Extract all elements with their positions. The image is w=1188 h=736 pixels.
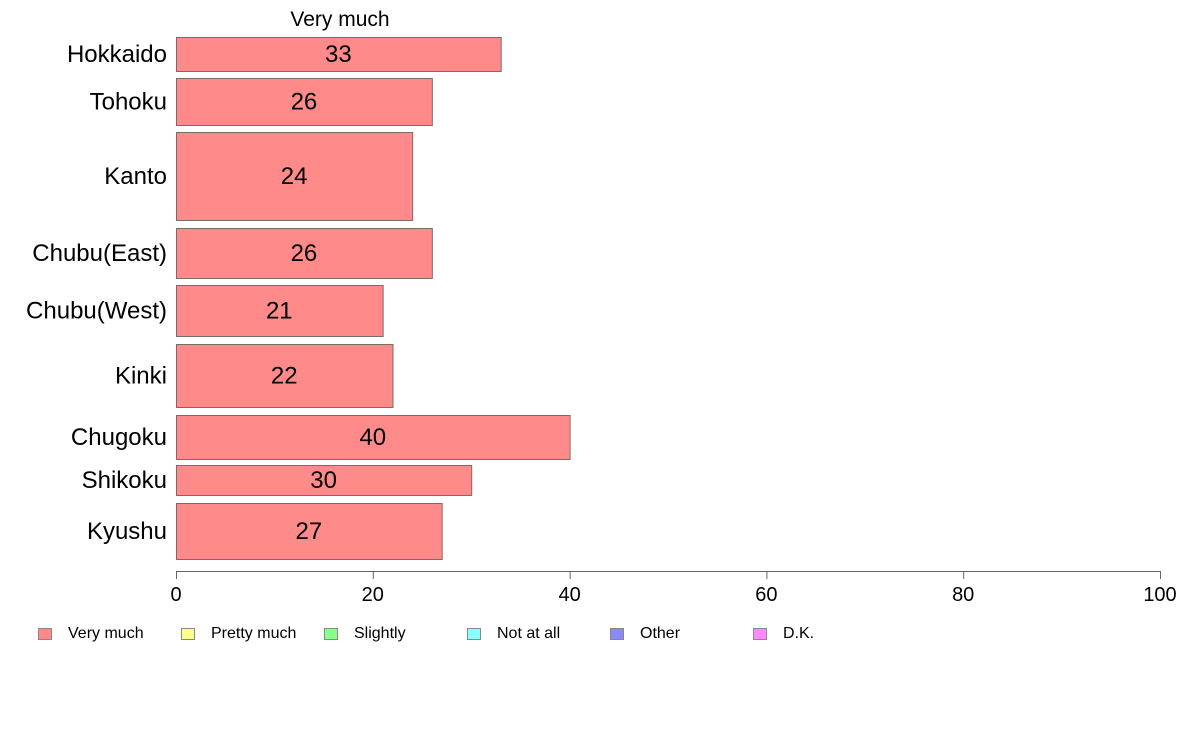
category-label: Chubu(West) [26, 298, 167, 325]
data-label: 27 [295, 518, 322, 545]
bar-kyushu [176, 503, 443, 560]
x-tick-label: 60 [755, 584, 777, 606]
category-label: Chubu(East) [32, 240, 167, 267]
data-label: 33 [325, 41, 352, 68]
bars-layer: 33 26 24 26 21 22 40 30 27 [176, 37, 571, 560]
data-label: 26 [291, 89, 318, 116]
legend-label: D.K. [783, 625, 815, 642]
x-tick-label: 80 [952, 584, 974, 606]
bar-kinki [176, 344, 394, 408]
bar-chubu-east- [176, 228, 433, 279]
category-label: Kinki [115, 363, 167, 390]
x-axis: 0 20 40 60 80 100 [170, 571, 1177, 606]
legend-swatch [324, 628, 338, 640]
legend-label: Pretty much [211, 625, 297, 642]
bar-tohoku [176, 78, 433, 126]
legend-swatch [610, 628, 624, 640]
legend-swatch [753, 628, 767, 640]
category-label: Kanto [104, 163, 167, 190]
category-label: Chugoku [71, 424, 167, 451]
bar-kanto [176, 132, 414, 221]
bar-hokkaido [176, 37, 502, 72]
legend-item: Slightly [324, 624, 406, 644]
bar-chart: Very much 33 26 24 26 21 22 40 30 27 Hokkaido Toh… [26, 8, 1177, 606]
x-tick-label: 40 [558, 584, 580, 606]
data-label: 26 [291, 240, 318, 267]
legend-swatch [181, 628, 195, 640]
legend-swatch [38, 628, 52, 640]
data-label: 22 [271, 363, 298, 390]
bar-chugoku [176, 415, 571, 460]
legend-label: Very much [68, 625, 144, 642]
x-tick-label: 20 [362, 584, 384, 606]
legend-item: Very much [38, 624, 144, 644]
x-tick-label: 100 [1143, 584, 1176, 606]
legend-label: Other [640, 625, 681, 642]
legend-item: Other [610, 624, 680, 644]
bar-chubu-west- [176, 285, 384, 337]
category-label: Hokkaido [67, 41, 167, 68]
category-label: Kyushu [87, 518, 167, 545]
data-label: 30 [310, 467, 337, 494]
legend-swatch [467, 628, 481, 640]
legend-item: Pretty much [181, 624, 296, 644]
data-label: 21 [266, 298, 293, 325]
chart-title: Very much [290, 8, 389, 31]
legend: Very much Pretty much Slightly Not at all Ot… [0, 624, 1188, 648]
category-label: Tohoku [90, 89, 167, 116]
category-labels: Hokkaido Tohoku Kanto Chubu(East) Chubu(West… [26, 41, 167, 545]
legend-item: Not at all [467, 624, 560, 644]
bar-shikoku [176, 465, 473, 496]
x-tick-label: 0 [170, 584, 181, 606]
legend-item: D.K. [753, 624, 814, 644]
legend-label: Not at all [497, 625, 561, 642]
category-label: Shikoku [82, 467, 167, 494]
data-label: 24 [281, 163, 308, 190]
legend-label: Slightly [354, 625, 406, 642]
data-label: 40 [359, 424, 386, 451]
